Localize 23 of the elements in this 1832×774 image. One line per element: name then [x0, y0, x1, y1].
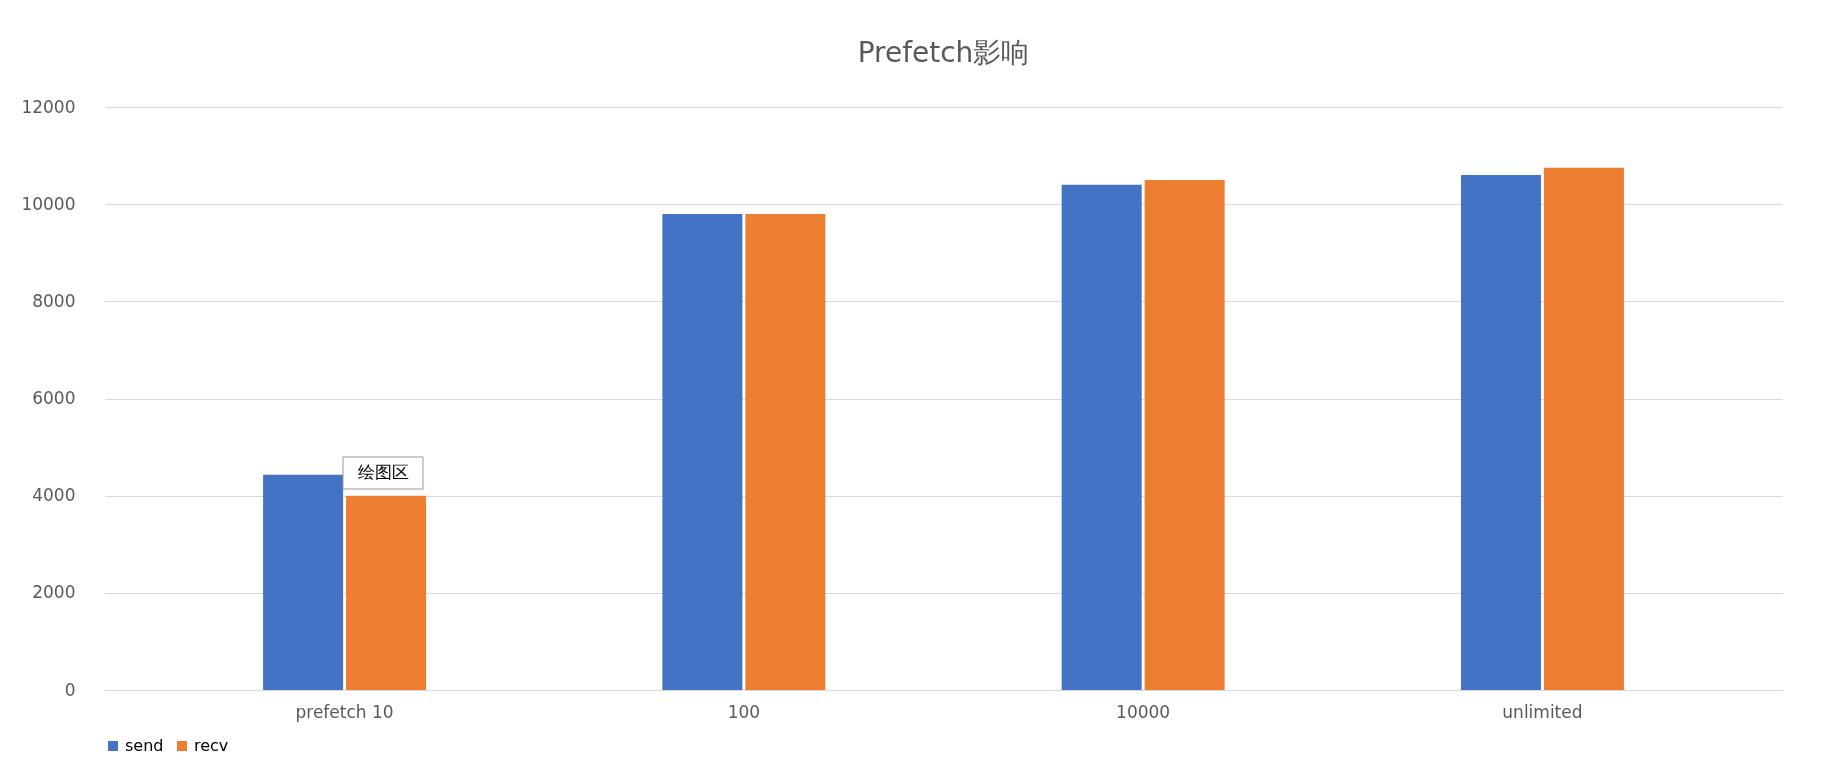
- x-tick-label: prefetch 10: [295, 701, 394, 722]
- y-tick-label: 12000: [21, 96, 76, 117]
- y-tick-label: 8000: [32, 290, 76, 311]
- bar: [346, 495, 427, 690]
- bar: [745, 213, 826, 690]
- legend-label: send: [125, 736, 164, 755]
- y-tick-label: 0: [64, 679, 76, 700]
- y-tick-label: 2000: [32, 582, 76, 603]
- bar: [662, 213, 743, 690]
- x-tick-label: unlimited: [1502, 701, 1583, 722]
- bar: [263, 474, 344, 690]
- chart-title: Prefetch影响: [857, 36, 1030, 69]
- bar: [1061, 184, 1142, 690]
- bar: [1543, 167, 1624, 690]
- y-tick-label: 4000: [32, 485, 76, 506]
- annotation: 绘图区: [357, 462, 409, 482]
- x-tick-label: 100: [727, 701, 761, 722]
- bar: [1144, 179, 1225, 690]
- x-tick-label: 10000: [1116, 701, 1171, 722]
- legend-label: recv: [194, 736, 229, 755]
- bar: [1460, 175, 1541, 690]
- y-tick-label: 10000: [21, 193, 76, 214]
- y-tick-label: 6000: [32, 388, 76, 408]
